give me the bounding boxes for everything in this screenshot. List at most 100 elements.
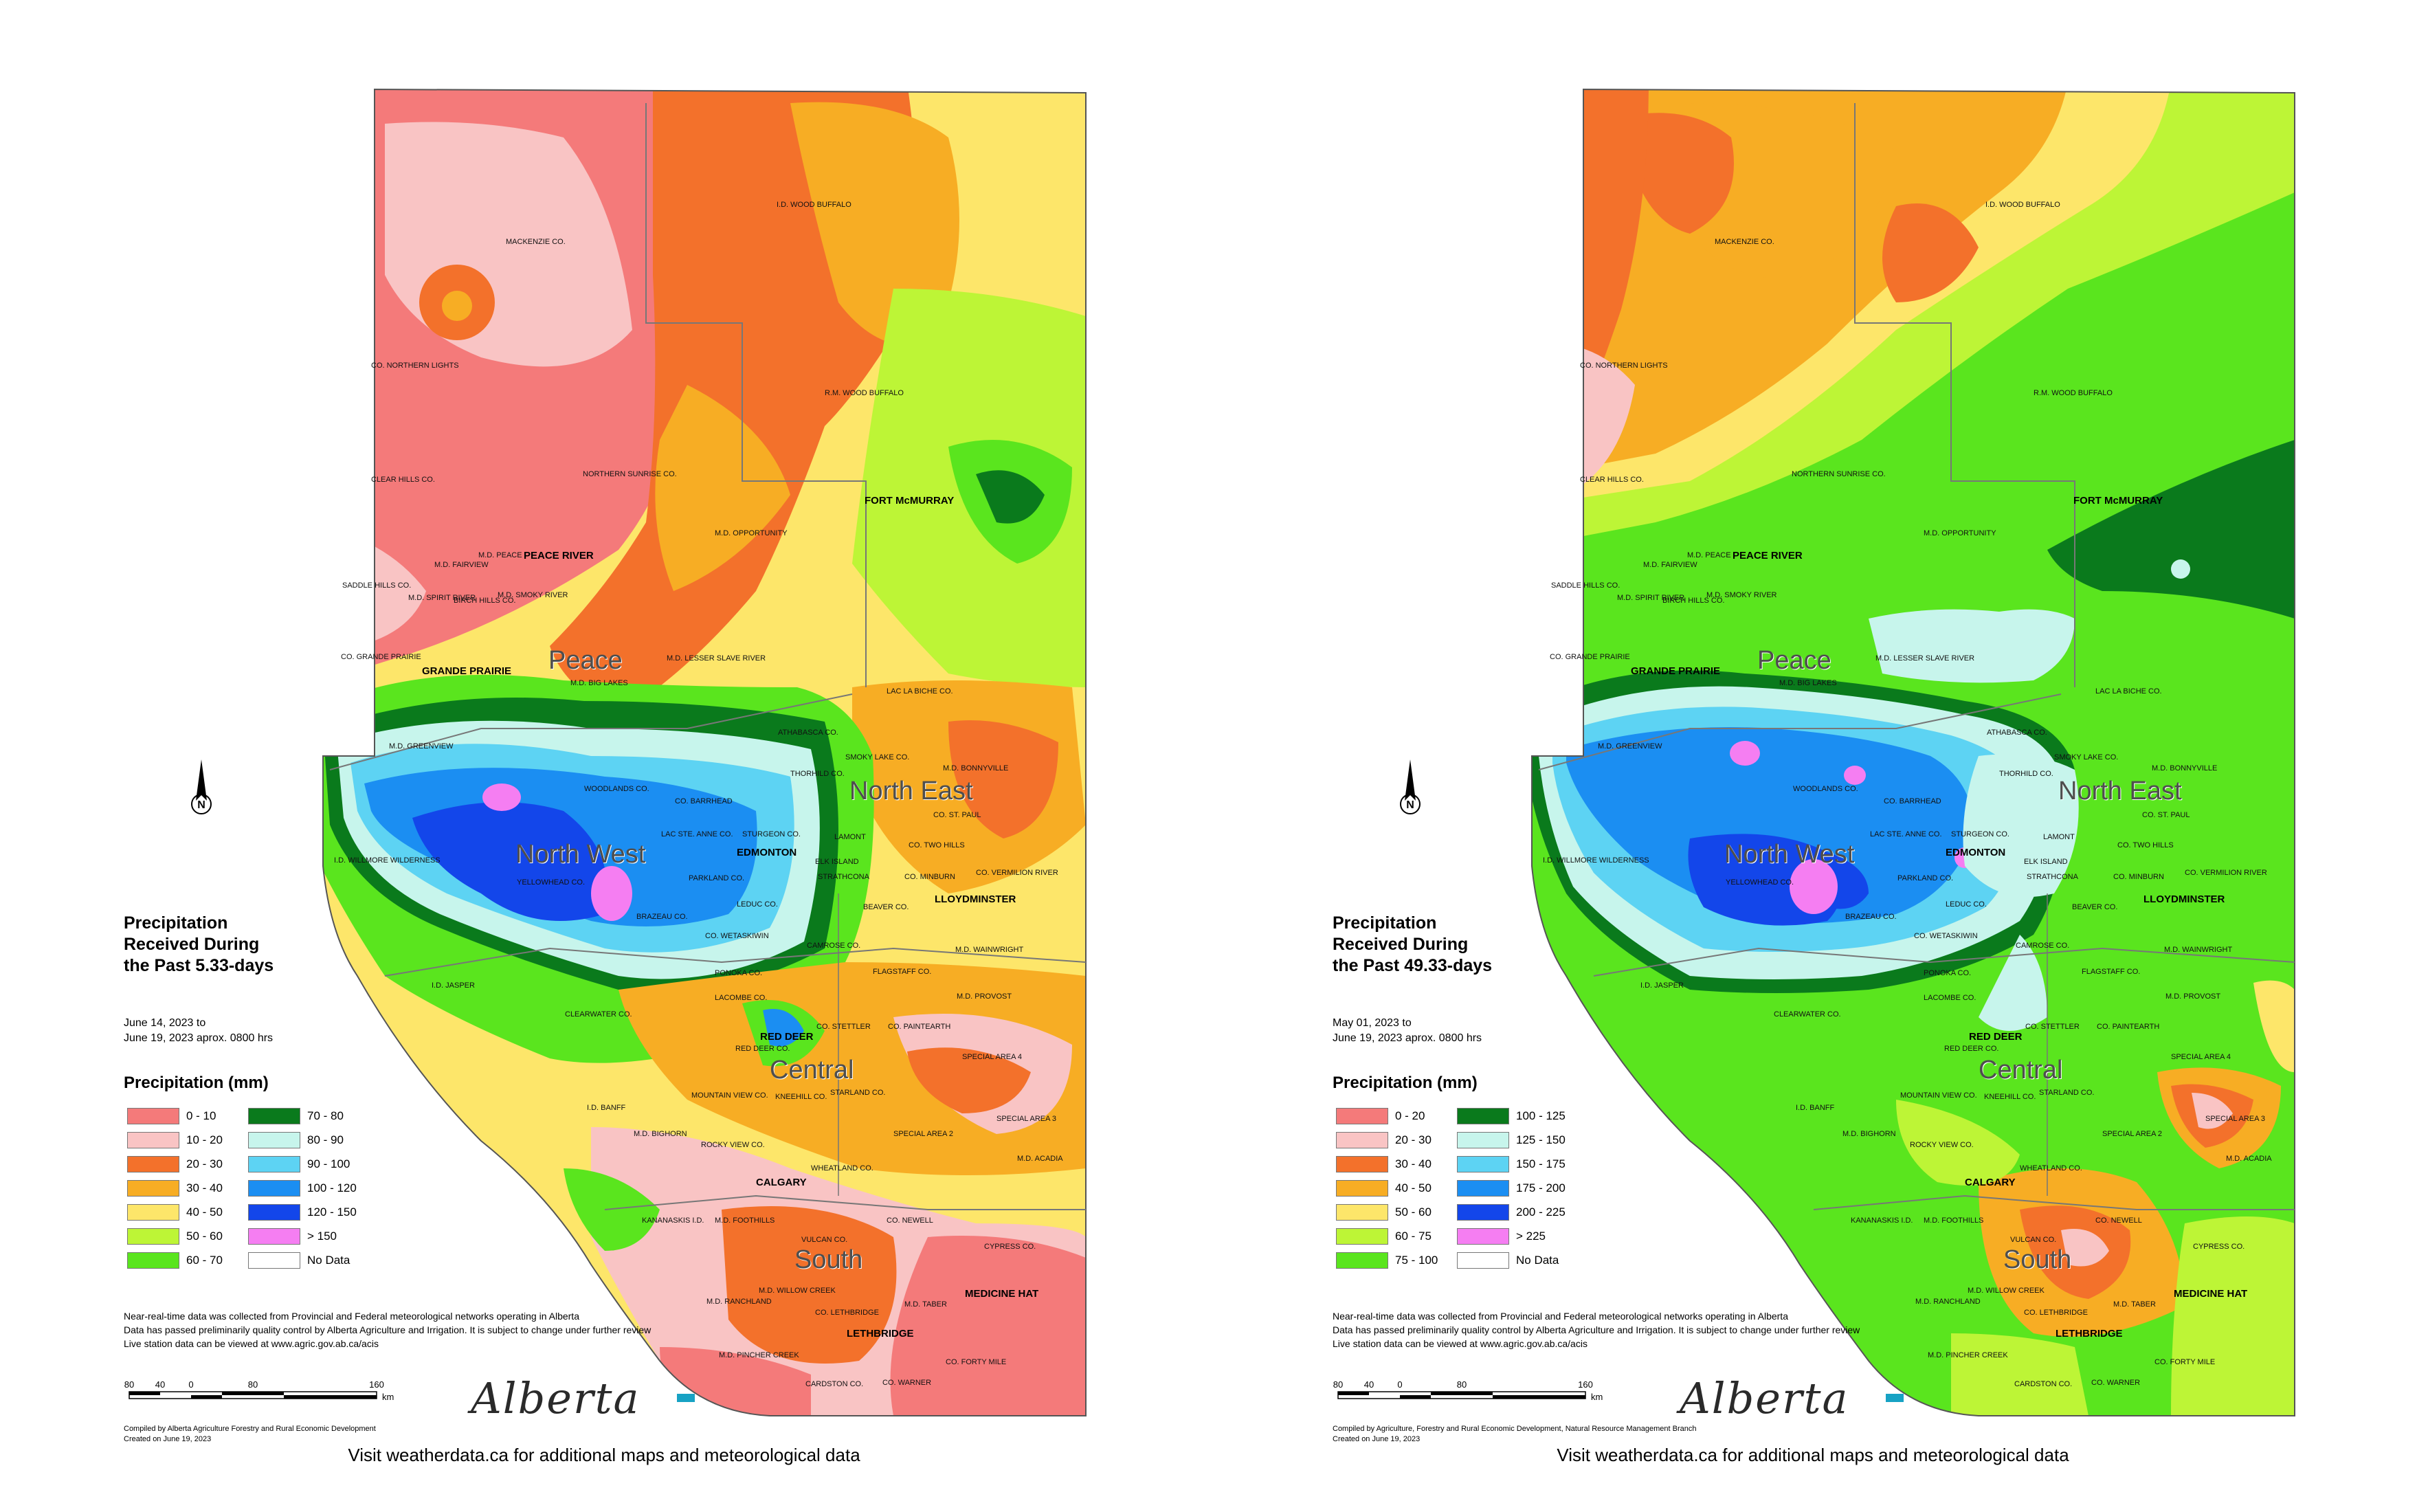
place-label: M.D. BIGHORN [1842,1130,1896,1138]
region-label-south: South [794,1245,863,1274]
legend-label: 0 - 10 [186,1109,216,1122]
scale-label: 80 [1457,1379,1467,1390]
place-label: CO. WETASKIWIN [1914,932,1978,940]
place-label: I.D. WILLMORE WILDERNESS [334,856,441,865]
place-label: M.D. PINCHER CREEK [719,1351,799,1359]
place-label: I.D. WOOD BUFFALO [1985,201,2060,209]
place-label: R.M. WOOD BUFFALO [2034,389,2113,397]
place-label: SPECIAL AREA 4 [2171,1053,2231,1061]
scale-label: 0 [188,1379,193,1390]
scale-bar: 80 40 0 80 160 km [124,1379,394,1402]
place-label: CAMROSE CO. [2016,942,2070,950]
scale-label: km [382,1392,394,1402]
region-label-central: Central [1979,1056,2063,1085]
place-label: CO. GRANDE PRAIRIE [341,653,421,661]
place-label: LAMONT [2043,833,2075,841]
place-label: ELK ISLAND [2024,858,2068,866]
place-label: CLEARWATER CO. [565,1010,632,1019]
place-label: CO. ST. PAUL [933,811,981,819]
place-label: ATHABASCA CO. [1987,729,2047,737]
place-label: SPECIAL AREA 3 [2205,1115,2266,1123]
legend-label: 100 - 120 [307,1181,357,1194]
region-label-north-west: North West [515,840,646,869]
scale-label: 80 [1333,1379,1343,1390]
legend-label: 120 - 150 [307,1205,357,1219]
city-lloydminster: LLOYDMINSTER [2143,893,2225,905]
place-label: CO. FORTY MILE [2154,1358,2216,1366]
svg-text:N: N [1406,799,1414,811]
place-label: ROCKY VIEW CO. [701,1141,765,1149]
legend-swatch [1457,1156,1509,1172]
city-fort-mcmurray: FORT McMURRAY [865,495,955,507]
legend-swatch [127,1252,179,1269]
city-lloydminster: LLOYDMINSTER [935,893,1016,905]
legend-label: 30 - 40 [1395,1157,1432,1170]
legend-header: Precipitation (mm) [1333,1074,1478,1092]
place-label: CLEAR HILLS CO. [371,476,435,484]
place-label: M.D. TABER [904,1300,947,1309]
place-label: M.D. SMOKY RIVER [1706,591,1777,599]
place-label: M.D. OPPORTUNITY [715,529,788,537]
city-calgary: CALGARY [756,1177,807,1188]
place-label: CO. WARNER [2091,1379,2141,1387]
place-label: I.D. BANFF [1796,1104,1835,1112]
place-label: SMOKY LAKE CO. [2054,753,2119,761]
place-label: CO. GRANDE PRAIRIE [1550,653,1630,661]
place-label: MACKENZIE CO. [1715,238,1774,246]
place-label: CYPRESS CO. [984,1243,1036,1251]
place-label: STARLAND CO. [2039,1089,2095,1097]
legend-swatch [248,1204,300,1221]
legend-swatch [127,1204,179,1221]
scale-label: 40 [1364,1379,1374,1390]
legend-swatch [1336,1252,1388,1269]
place-label: LAC STE. ANNE CO. [1870,830,1942,838]
legend-label: 150 - 175 [1516,1157,1566,1170]
place-label: BIRCH HILLS CO. [454,597,516,605]
place-label: CLEARWATER CO. [1774,1010,1841,1019]
alberta-logo: Alberta [471,1373,641,1423]
legend-label: 125 - 150 [1516,1133,1566,1146]
region-label-north-west: North West [1724,840,1855,869]
place-label: STURGEON CO. [1951,830,2009,838]
data-notes: Near-real-time data was collected from P… [1333,1311,1860,1349]
compiled-by: Compiled by Agriculture, Forestry and Ru… [1333,1425,1697,1443]
legend-swatch [1457,1108,1509,1124]
visit-text: Visit weatherdata.ca for additional maps… [1557,1445,2069,1465]
place-label: BRAZEAU CO. [1845,913,1897,921]
legend-swatch [127,1228,179,1245]
scale-label: km [1591,1392,1603,1402]
place-label: CARDSTON CO. [805,1380,864,1388]
legend-swatch [1336,1228,1388,1245]
legend-swatch [248,1180,300,1197]
place-label: M.D. GREENVIEW [389,742,454,751]
place-label: M.D. WILLOW CREEK [759,1287,836,1295]
place-label: SPECIAL AREA 2 [893,1130,954,1138]
place-label: STURGEON CO. [742,830,801,838]
place-label: ELK ISLAND [815,858,859,866]
legend-swatch [248,1228,300,1245]
place-label: CO. VERMILION RIVER [976,869,1058,877]
place-label: M.D. WAINWRIGHT [955,946,1024,954]
legend-swatch [127,1108,179,1124]
place-label: CLEAR HILLS CO. [1580,476,1644,484]
region-label-central: Central [770,1056,854,1085]
legend-swatch [1457,1228,1509,1245]
place-label: LEDUC CO. [1946,900,1987,909]
place-label: KNEEHILL CO. [1984,1093,2036,1101]
legend-swatch [1457,1204,1509,1221]
legend-swatch [248,1108,300,1124]
legend-label: 50 - 60 [1395,1205,1432,1219]
precip-map-5day [322,88,1087,1416]
region-label-south: South [2003,1245,2072,1274]
place-label: M.D. ACADIA [2226,1155,2272,1163]
place-label: BEAVER CO. [863,903,909,911]
legend-swatch [1336,1132,1388,1148]
place-label: PONOKA CO. [715,969,763,977]
place-label: SPECIAL AREA 4 [962,1053,1023,1061]
place-label: M.D. BIG LAKES [1779,679,1837,687]
place-label: LACOMBE CO. [715,994,768,1002]
place-label: CO. STETTLER [2025,1023,2080,1031]
place-label: M.D. SMOKY RIVER [498,591,568,599]
map-panel-5day: Peace North West North East Central Sout… [0,0,1208,1512]
legend-label: > 225 [1516,1230,1546,1243]
